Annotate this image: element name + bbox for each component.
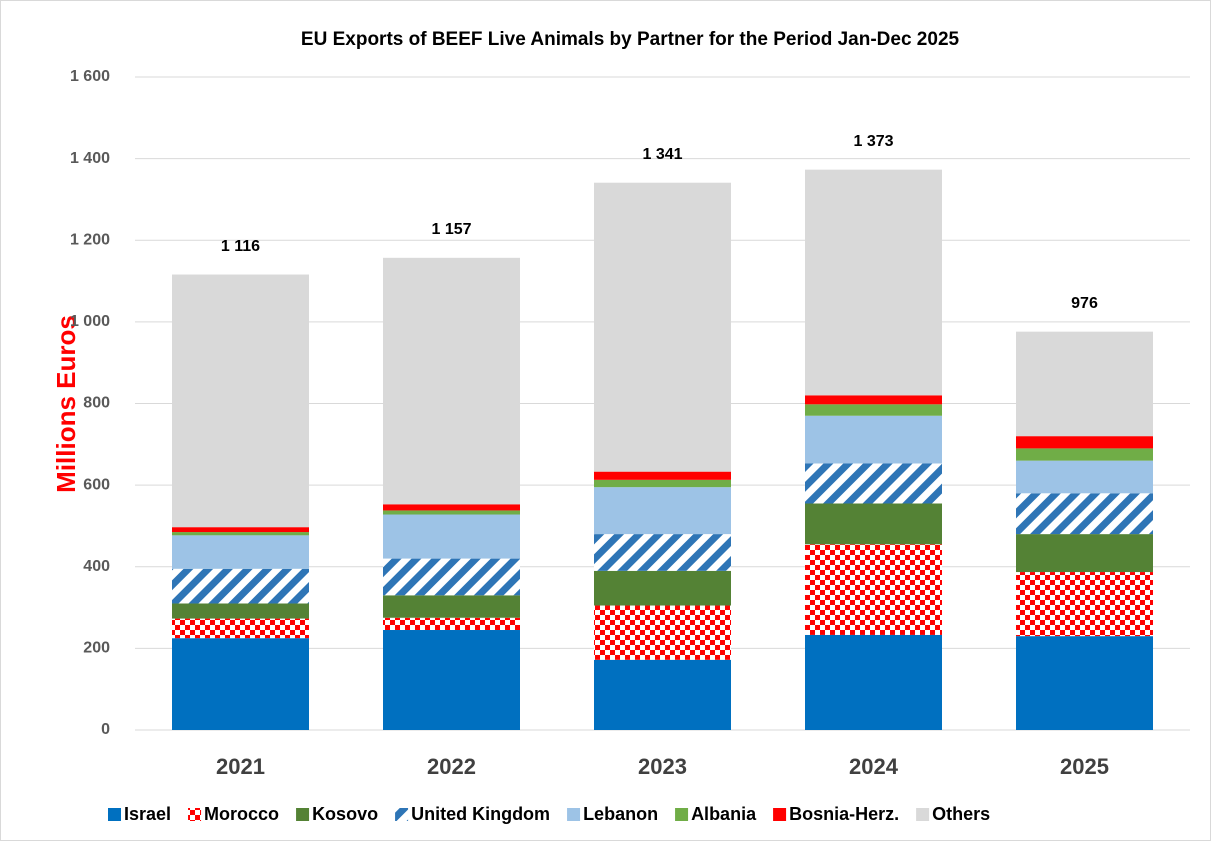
bar-segment [1016, 331, 1153, 437]
bar-segment [1016, 493, 1153, 535]
bar-segment [805, 544, 942, 635]
bar-segment [594, 659, 731, 730]
chart-title: EU Exports of BEEF Live Animals by Partn… [301, 29, 960, 50]
y-axis-label: Millions Euros [51, 315, 81, 493]
legend-swatch [108, 808, 121, 821]
bar-segment [383, 257, 520, 505]
bar-segment [172, 527, 309, 533]
y-tick-label: 1 000 [70, 313, 110, 330]
legend-label: Bosnia-Herz. [789, 804, 899, 824]
bar-segment [172, 274, 309, 528]
x-tick-label: 2022 [427, 754, 476, 779]
bar-segment [805, 169, 942, 396]
bar-segment [172, 532, 309, 536]
bar-segment [383, 595, 520, 618]
bar-segment [594, 605, 731, 660]
bar-segment [1016, 436, 1153, 449]
bar-segment [1016, 534, 1153, 573]
legend-swatch [916, 808, 930, 821]
bar-segment [383, 510, 520, 515]
bar-segment [1016, 636, 1153, 730]
bar-segment [1016, 460, 1153, 494]
bar-segment [172, 603, 309, 619]
x-tick-label: 2023 [638, 754, 687, 779]
bar-segment [383, 558, 520, 596]
y-tick-label: 1 600 [70, 68, 110, 85]
legend-label: United Kingdom [411, 804, 550, 824]
bar-segment [172, 618, 309, 639]
bar-segment [1016, 572, 1153, 637]
legend-swatch [188, 808, 202, 821]
total-label: 1 341 [642, 146, 682, 163]
legend-label: Albania [691, 804, 757, 824]
y-tick-label: 1 200 [70, 231, 110, 248]
legend-label: Morocco [204, 804, 279, 824]
bar-segment [805, 463, 942, 504]
bar-segment [594, 479, 731, 488]
bar-segment [805, 404, 942, 416]
bar-segment [383, 617, 520, 631]
y-tick-label: 600 [83, 476, 110, 493]
bar-segment [383, 630, 520, 730]
legend-swatch [675, 808, 689, 821]
y-tick-label: 1 400 [70, 150, 110, 167]
bar-segment [805, 634, 942, 730]
legend-label: Israel [124, 804, 171, 824]
total-label: 976 [1071, 295, 1098, 312]
bar-segment [805, 395, 942, 405]
total-label: 1 116 [221, 238, 260, 255]
bar-segment [594, 534, 731, 571]
x-tick-label: 2024 [849, 754, 899, 779]
bar-segment [172, 535, 309, 569]
bar-segment [594, 182, 731, 472]
x-tick-label: 2025 [1060, 754, 1109, 779]
bar-segment [594, 487, 731, 535]
bar-segment [172, 568, 309, 604]
y-tick-label: 800 [83, 395, 110, 412]
legend-label: Kosovo [312, 804, 378, 824]
y-tick-label: 200 [83, 640, 110, 657]
bar-segment [594, 570, 731, 606]
x-tick-label: 2021 [216, 754, 265, 779]
bar-segment [805, 415, 942, 464]
legend-swatch [296, 808, 310, 821]
legend-swatch [567, 808, 581, 821]
bar-segment [594, 471, 731, 480]
legend-swatch [773, 808, 787, 821]
legend-label: Others [932, 804, 990, 824]
total-label: 1 373 [853, 133, 893, 150]
bar-segment [172, 638, 309, 730]
bar-segment [805, 503, 942, 545]
bar-segment [383, 504, 520, 511]
legend-swatch [395, 808, 409, 821]
bar-segment [383, 514, 520, 559]
y-tick-label: 400 [83, 558, 110, 575]
total-label: 1 157 [431, 221, 471, 238]
legend-label: Lebanon [583, 804, 658, 824]
y-tick-label: 0 [101, 721, 110, 738]
bar-segment [1016, 448, 1153, 461]
